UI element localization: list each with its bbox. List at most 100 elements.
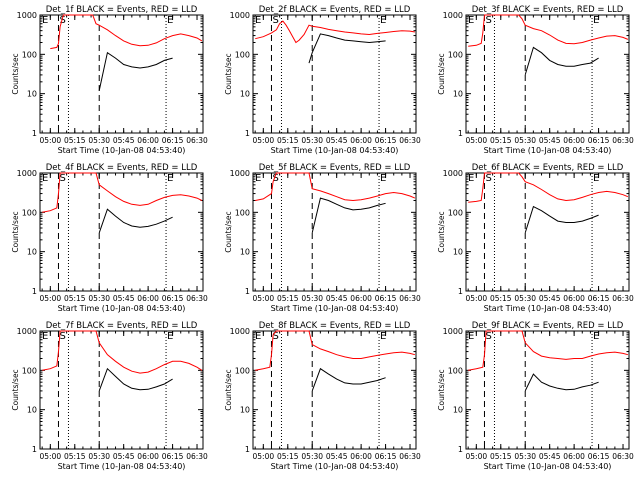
panel-title: Det_1f BLACK = Events, RED = LLD [46, 5, 198, 15]
y-axis-label: Counts/sec [437, 211, 446, 252]
x-tick-label: 05:00 [40, 136, 62, 145]
y-tick-label: 1 [458, 445, 463, 454]
x-tick-label: 05:00 [253, 136, 275, 145]
x-tick-label: 05:00 [466, 136, 488, 145]
series-line-events [311, 367, 386, 392]
marker-left-label: E [255, 331, 261, 342]
series-line-lld [42, 330, 203, 374]
x-tick-label: 05:30 [301, 452, 323, 461]
y-tick-label: 100 [22, 50, 37, 59]
y-tick-label: 100 [235, 366, 250, 375]
marker-S-label: S [59, 173, 65, 184]
marker-left-label: E [42, 15, 48, 26]
y-tick-label: 1 [32, 129, 37, 138]
x-tick-label: 05:30 [514, 452, 536, 461]
x-tick-label: 05:15 [64, 294, 86, 303]
y-tick-label: 100 [448, 366, 463, 375]
y-tick-label: 100 [448, 50, 463, 59]
y-tick-label: 10 [453, 406, 463, 415]
marker-E-label: E [167, 173, 173, 184]
y-axis-label: Counts/sec [437, 53, 446, 94]
series-line-lld [42, 172, 203, 213]
x-axis-label: Start Time (10-Jan-08 04:53:40) [271, 462, 399, 471]
marker-E-label: E [380, 15, 386, 26]
plot-frame [465, 172, 630, 292]
x-tick-label: 06:30 [612, 136, 634, 145]
x-tick-label: 05:00 [253, 294, 275, 303]
panel-det-9: Det_9f BLACK = Events, RED = LLD 1 10 100 10… [437, 321, 634, 471]
x-tick-label: 05:15 [277, 294, 299, 303]
plot-frame [465, 14, 630, 134]
x-tick-label: 06:30 [612, 294, 634, 303]
panel-det-3: Det_3f BLACK = Events, RED = LLD 1 10 100 10… [437, 5, 634, 155]
y-tick-label: 1 [32, 287, 37, 296]
panel-title: Det_4f BLACK = Events, RED = LLD [46, 163, 198, 173]
x-tick-label: 06:00 [350, 136, 372, 145]
y-tick-label: 10 [453, 90, 463, 99]
x-tick-label: 05:45 [326, 294, 348, 303]
y-tick-label: 10 [240, 90, 250, 99]
plot-frame [39, 330, 204, 450]
x-tick-label: 05:30 [514, 136, 536, 145]
x-tick-label: 05:15 [490, 452, 512, 461]
series-line-events [311, 197, 386, 234]
panel-det-5: Det_5f BLACK = Events, RED = LLD 1 10 100 10… [224, 163, 421, 313]
x-tick-label: 05:45 [539, 294, 561, 303]
x-tick-label: 05:45 [539, 136, 561, 145]
marker-S-label: S [485, 15, 491, 26]
y-tick-label: 1 [245, 129, 250, 138]
marker-E-label: E [593, 331, 599, 342]
x-tick-label: 06:30 [612, 452, 634, 461]
y-tick-label: 100 [235, 208, 250, 217]
x-tick-label: 05:45 [113, 452, 135, 461]
y-tick-label: 1000 [443, 11, 463, 20]
series-line-events [98, 367, 173, 392]
marker-S-label: S [485, 173, 491, 184]
x-tick-label: 05:45 [326, 452, 348, 461]
y-tick-label: 100 [235, 50, 250, 59]
panel-det-6: Det_6f BLACK = Events, RED = LLD 1 10 100 10… [437, 163, 634, 313]
x-tick-label: 06:15 [375, 452, 397, 461]
marker-left-label: E [468, 331, 474, 342]
series-line-events [524, 46, 599, 76]
x-tick-label: 05:30 [301, 294, 323, 303]
x-tick-label: 06:15 [162, 452, 184, 461]
y-tick-label: 1000 [17, 11, 37, 20]
y-tick-label: 1000 [230, 327, 250, 336]
x-tick-label: 06:30 [399, 136, 421, 145]
y-tick-label: 1 [245, 287, 250, 296]
x-tick-label: 05:00 [253, 452, 275, 461]
x-tick-label: 06:00 [350, 294, 372, 303]
x-tick-label: 05:30 [301, 136, 323, 145]
y-tick-label: 10 [27, 406, 37, 415]
series-line-lld [50, 14, 203, 50]
y-tick-label: 10 [240, 248, 250, 257]
x-tick-label: 05:15 [490, 294, 512, 303]
y-tick-label: 1 [245, 445, 250, 454]
y-tick-label: 1000 [17, 169, 37, 178]
marker-E-label: E [380, 173, 386, 184]
x-tick-label: 06:30 [399, 294, 421, 303]
x-axis-label: Start Time (10-Jan-08 04:53:40) [271, 304, 399, 313]
x-axis-label: Start Time (10-Jan-08 04:53:40) [58, 304, 186, 313]
marker-S-label: S [59, 15, 65, 26]
marker-S-label: S [272, 331, 278, 342]
x-tick-label: 06:15 [162, 136, 184, 145]
x-tick-label: 05:00 [40, 294, 62, 303]
marker-left-label: E [42, 331, 48, 342]
x-tick-label: 06:00 [563, 136, 585, 145]
marker-left-label: E [468, 15, 474, 26]
x-tick-label: 05:15 [64, 136, 86, 145]
x-tick-label: 05:30 [88, 294, 110, 303]
y-tick-label: 1000 [443, 327, 463, 336]
x-tick-label: 06:15 [375, 294, 397, 303]
x-axis-label: Start Time (10-Jan-08 04:53:40) [271, 146, 399, 155]
marker-left-label: E [255, 173, 261, 184]
x-tick-label: 06:15 [375, 136, 397, 145]
panel-det-7: Det_7f BLACK = Events, RED = LLD 1 10 100 10… [11, 321, 208, 471]
series-line-events [98, 208, 173, 234]
x-tick-label: 06:00 [137, 294, 159, 303]
x-tick-label: 06:00 [350, 452, 372, 461]
x-tick-label: 06:15 [162, 294, 184, 303]
